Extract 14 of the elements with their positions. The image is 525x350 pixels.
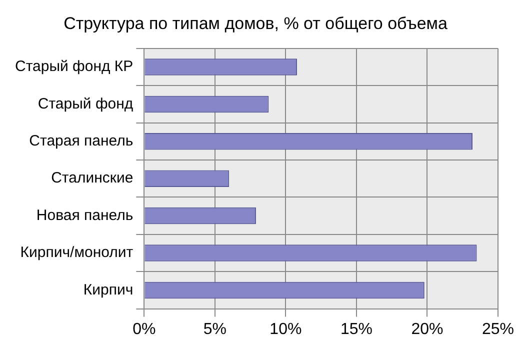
y-tick-label: Старая панель — [29, 132, 134, 150]
x-tick-label: 10% — [270, 320, 302, 338]
x-tick-label: 15% — [340, 320, 372, 338]
y-tick-label: Старый фонд КР — [14, 58, 134, 76]
y-tick-label: Старый фонд — [38, 95, 134, 112]
y-tick-label: Кирпич — [83, 281, 134, 298]
y-tick-label: Кирпич/монолит — [20, 244, 134, 262]
x-tick-label: 25% — [482, 320, 514, 338]
x-tick-label: 0% — [132, 320, 156, 338]
y-tick-label: Новая панель — [36, 206, 134, 224]
chart-title: Структура по типам домов, % от общего объема — [64, 14, 448, 33]
x-tick-label: 20% — [411, 320, 444, 338]
y-tick-label: Сталинские — [51, 170, 134, 187]
x-tick-label: 5% — [203, 320, 226, 338]
